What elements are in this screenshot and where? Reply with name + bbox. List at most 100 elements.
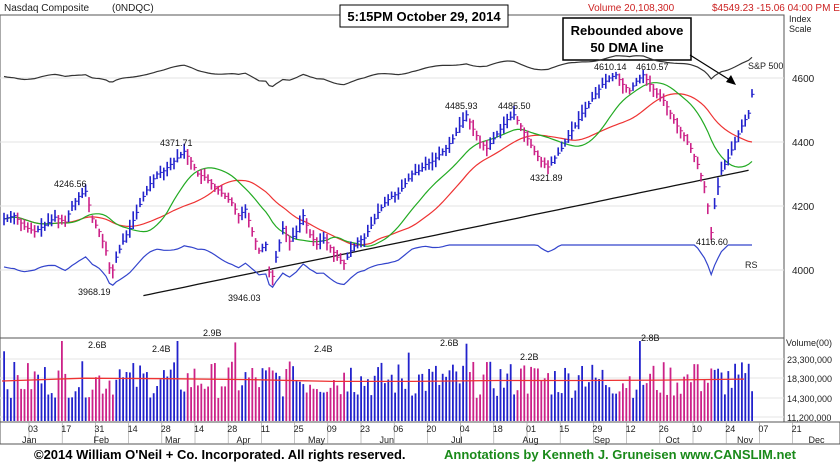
volume-bar: [567, 373, 570, 421]
volume-bar: [377, 367, 379, 421]
volume-bar: [472, 361, 475, 421]
day-tick: 24: [725, 424, 735, 434]
volume-bar: [309, 384, 311, 421]
volume-markers: 2.6B 2.4B 2.9B 2.4B 2.6B 2.2B 2.8B: [88, 328, 660, 362]
volume-marker-1: 2.6B: [88, 340, 107, 350]
volume-bar: [142, 373, 145, 421]
volume-bar: [605, 385, 607, 421]
volume-bar: [61, 341, 63, 421]
volume-bar: [88, 397, 90, 421]
volume-bar: [149, 397, 152, 421]
volume-axis-title: Volume(00): [786, 338, 832, 348]
volume-bar: [261, 368, 264, 421]
volume-bar: [533, 368, 536, 421]
volume-bar: [326, 391, 328, 421]
volume-bar: [241, 385, 243, 421]
volume-bar: [302, 384, 305, 421]
price-label-4485a: 4485.93: [445, 101, 478, 111]
month-label: Jul: [451, 435, 463, 445]
month-label: Jun: [380, 435, 395, 445]
volume-bar: [414, 393, 417, 421]
volume-bar: [193, 368, 196, 421]
volume-bar: [292, 366, 294, 421]
day-tick: 25: [294, 424, 304, 434]
volume-bar: [203, 388, 206, 421]
volume-bar: [696, 364, 699, 421]
volume-bar: [516, 390, 519, 421]
volume-bar: [64, 373, 67, 421]
volume-bar: [275, 372, 277, 421]
volume-bar: [339, 394, 342, 421]
volume-bar: [129, 372, 131, 421]
volume-axis: Volume(00) 23,300,000 18,300,000 14,300,…: [786, 338, 832, 423]
volume-bar: [537, 368, 539, 421]
volume-bar: [268, 367, 271, 421]
day-tick: 06: [393, 424, 403, 434]
volume-bar: [751, 391, 753, 421]
volume-bar: [336, 385, 339, 421]
day-tick: 14: [194, 424, 204, 434]
price-label-3946: 3946.03: [228, 293, 261, 303]
volume-bar: [628, 376, 631, 421]
ma10wk-line: [3, 93, 753, 246]
volume-bar: [248, 377, 250, 421]
volume-average-line: [1, 377, 745, 383]
day-tick: 10: [692, 424, 702, 434]
month-label: Nov: [737, 435, 754, 445]
volume-bar: [642, 384, 645, 421]
volume-bar: [584, 386, 587, 421]
price-label-4485b: 4485.50: [498, 101, 531, 111]
date-ticks: 03 17 31 14 28 14 28 11 25 09 23 06 20 04 18 01 15 29 12 26…: [22, 422, 825, 445]
volume-bar: [183, 391, 186, 421]
day-tick: 26: [659, 424, 669, 434]
axis-title-2: Scale: [789, 24, 812, 34]
day-tick: 18: [493, 424, 503, 434]
volume-bar: [452, 364, 454, 421]
volume-bar: [652, 365, 655, 421]
volume-bar: [220, 386, 223, 421]
volume-bar: [571, 397, 573, 421]
callout-arrow: [689, 54, 734, 83]
volume-bar: [91, 389, 94, 421]
volume-bar: [564, 367, 566, 421]
month-label: Apr: [237, 435, 251, 445]
volume-bar: [163, 370, 165, 421]
volume-bar: [346, 391, 349, 421]
month-label: Feb: [94, 435, 110, 445]
volume-bar: [703, 379, 706, 421]
volume-bar: [13, 361, 16, 421]
volume-bar: [560, 393, 563, 421]
volume-bar: [727, 371, 730, 421]
callout-line2: 50 DMA line: [590, 40, 663, 55]
callout: Rebounded above 50 DMA line: [562, 17, 736, 85]
volume-bar: [448, 370, 451, 421]
volume-bar: [251, 368, 254, 421]
price-label-4246: 4246.56: [54, 179, 87, 189]
volume-bar: [588, 382, 590, 421]
day-tick: 28: [227, 424, 237, 434]
volume-bar: [180, 389, 182, 421]
volume-bar: [353, 392, 356, 421]
volume-bar: [44, 367, 46, 421]
volume-bar: [152, 393, 155, 421]
volume-bar: [523, 365, 526, 421]
price-labels: 4246.56 3968.19 4371.71 3946.03 4485.93 …: [54, 62, 728, 303]
volume-tick-2: 18,300,000: [787, 374, 832, 384]
volume-bar: [659, 392, 662, 421]
volume-bar: [710, 368, 713, 421]
volume-bar: [3, 351, 5, 421]
price-label-4321: 4321.89: [530, 173, 563, 183]
volume-bar: [690, 382, 692, 421]
volume-bar: [173, 362, 175, 421]
volume-bar: [234, 342, 237, 421]
volume-bar: [713, 369, 716, 421]
volume-bar: [693, 364, 696, 421]
volume-bar: [197, 385, 199, 421]
volume-bar: [411, 395, 413, 421]
price-tick-4600: 4600: [792, 74, 815, 85]
volume-bar: [224, 386, 226, 421]
volume-bar: [554, 371, 556, 421]
volume-bar: [435, 365, 437, 421]
volume-bar: [618, 391, 621, 421]
volume-bar: [23, 389, 26, 421]
